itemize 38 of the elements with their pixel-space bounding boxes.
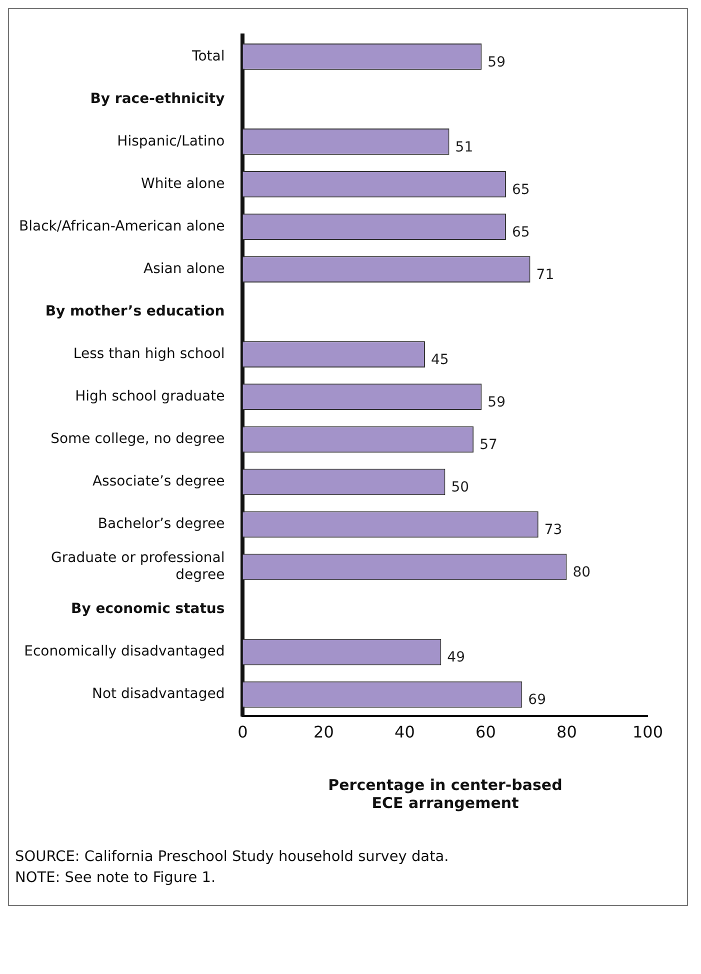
x-tick-label: 60 [476,722,496,742]
y-tick-label: Total [191,48,225,64]
data-label: 51 [455,139,474,156]
y-tick-label: Some college, no degree [50,431,225,448]
y-tick-label: By mother’s education [45,303,225,320]
data-label: 69 [528,692,546,708]
data-label: 45 [430,352,449,368]
data-label: 65 [512,182,530,198]
y-tick-label: Associate’s degree [92,474,225,490]
data-label: 49 [447,650,466,666]
y-tick-label: Asian alone [144,260,225,277]
data-label: 71 [536,266,554,283]
data-label: 80 [572,564,591,581]
y-tick-label: White alone [141,176,225,192]
y-tick-label: By race-ethnicity [90,90,225,107]
data-label: 57 [480,437,498,454]
y-tick-label: Economically disadvantaged [24,644,225,660]
data-label: 59 [488,54,506,70]
y-tick-label: Graduate or professional degree [51,550,225,584]
y-tick-label: Bachelor’s degree [98,516,225,532]
data-label: 73 [544,522,562,538]
y-tick-label: Not disadvantaged [92,686,225,702]
x-tick-label: 100 [632,722,664,742]
data-label: 65 [512,224,530,240]
x-axis-title: Percentage in center-based ECE arrangement [328,776,562,812]
source-note: SOURCE: California Preschool Study household survey data. [15,848,450,867]
data-label: 50 [451,480,470,496]
y-tick-label: By economic status [71,601,225,618]
y-tick-label: High school graduate [75,388,225,405]
x-tick-label: 0 [238,722,248,742]
data-label: 59 [488,394,506,411]
x-tick-label: 40 [394,722,415,742]
y-tick-label: Hispanic/Latino [117,133,225,150]
text: NOTE: See note to Figure 1. [15,869,217,888]
y-tick-label: Black/African-American alone [19,218,225,234]
x-tick-label: 20 [314,722,334,742]
x-tick-label: 80 [556,722,577,742]
y-tick-label: Less than high school [73,346,225,362]
